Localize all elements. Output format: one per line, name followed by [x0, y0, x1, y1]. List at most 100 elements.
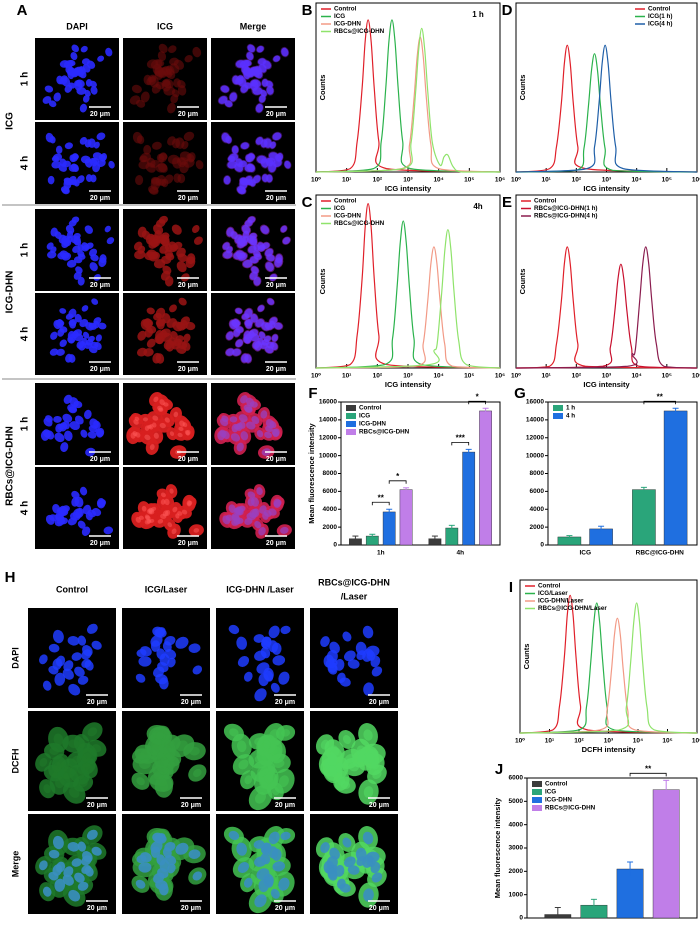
- cell: [278, 877, 290, 891]
- histogram-curve: [315, 246, 501, 369]
- x-tick-label: 10³: [403, 373, 413, 380]
- scale-bar-label: 20 μm: [178, 540, 198, 547]
- significance-bracket: [451, 441, 470, 446]
- row-label: 4 h: [20, 327, 31, 341]
- cell: [74, 666, 85, 677]
- cell: [131, 84, 142, 94]
- cell: [74, 80, 82, 87]
- cell: [259, 331, 266, 339]
- histogram-curve: [315, 27, 500, 173]
- legend-label: Control: [534, 198, 557, 205]
- significance-label: *: [476, 392, 480, 401]
- cell: [141, 505, 147, 512]
- micrograph: 20 μm: [123, 209, 207, 291]
- cell: [52, 761, 62, 773]
- cell: [52, 629, 64, 644]
- micrograph: 20 μm: [310, 711, 398, 811]
- micrograph: 20 μm: [123, 293, 207, 375]
- micrograph: 20 μm: [310, 608, 398, 708]
- legend-label: RBCs@ICG-DHN(1 h): [534, 205, 598, 212]
- cell: [91, 640, 102, 650]
- cell: [50, 331, 58, 340]
- cell: [249, 271, 258, 280]
- cell: [280, 526, 289, 534]
- cell: [243, 877, 253, 888]
- cell: [362, 831, 374, 845]
- legend-swatch: [532, 805, 542, 811]
- column-header: RBCs@ICG-DHN: [318, 577, 390, 587]
- cell: [179, 420, 185, 427]
- cell: [157, 518, 164, 524]
- cell: [95, 334, 102, 342]
- legend-swatch: [532, 789, 542, 795]
- cell: [157, 765, 168, 775]
- panel-label: D: [502, 2, 513, 19]
- cell: [53, 733, 64, 746]
- cell: [53, 320, 61, 330]
- scale-bar-label: 20 μm: [87, 699, 107, 706]
- scale-bar-label: 20 μm: [266, 366, 286, 373]
- cell: [39, 860, 48, 871]
- cell: [74, 872, 85, 883]
- cell: [68, 354, 76, 363]
- legend-label: ICG: [334, 13, 345, 20]
- cell: [371, 666, 383, 677]
- cell: [79, 318, 89, 328]
- cell: [98, 322, 107, 330]
- cell: [177, 173, 186, 184]
- cell: [155, 353, 165, 364]
- y-tick-label: 1000: [509, 891, 524, 898]
- cell: [251, 416, 260, 425]
- cell: [43, 784, 52, 794]
- cell: [136, 777, 145, 786]
- cell: [192, 225, 200, 233]
- y-tick-label: 0: [519, 915, 523, 922]
- cell: [348, 762, 359, 772]
- significance-bracket: [468, 400, 486, 405]
- cell: [363, 682, 374, 696]
- legend-label: ICG-DHN/Laser: [538, 598, 584, 605]
- cell: [268, 831, 280, 845]
- cell: [247, 216, 256, 224]
- cell: [82, 748, 93, 759]
- cell: [342, 631, 352, 642]
- y-axis-label: Mean fluorescence intensity: [493, 797, 502, 898]
- significance-label: ***: [456, 433, 466, 442]
- cell: [246, 421, 256, 430]
- cell: [175, 636, 189, 649]
- y-tick-label: 2000: [323, 524, 338, 531]
- x-tick-label: 10³: [403, 177, 413, 184]
- cell: [63, 660, 74, 672]
- cell: [237, 656, 250, 667]
- micrograph: 20 μm: [216, 711, 304, 811]
- cell: [146, 325, 157, 334]
- cell: [356, 856, 367, 867]
- group-label: ICG: [5, 112, 16, 130]
- scale-bar-label: 20 μm: [181, 802, 201, 809]
- plot-frame: [515, 194, 698, 369]
- cell: [244, 354, 252, 363]
- scale-bar-label: 20 μm: [178, 195, 198, 202]
- cell: [271, 334, 278, 342]
- y-tick-label: 4000: [323, 506, 338, 513]
- y-tick-label: 12000: [526, 434, 544, 441]
- cell: [68, 787, 80, 798]
- significance-label: **: [645, 764, 652, 773]
- legend-label: RBCs@ICG-DHN: [359, 429, 410, 436]
- y-tick-label: 6000: [530, 488, 545, 495]
- cell: [271, 786, 280, 796]
- cell: [85, 763, 94, 774]
- cell: [281, 47, 289, 57]
- cell: [73, 271, 82, 280]
- histogram-curve: [315, 228, 501, 369]
- x-tick-label: 10⁰: [511, 373, 521, 380]
- cell: [176, 740, 188, 752]
- histogram-curve: [515, 53, 698, 173]
- micrograph: 20 μm: [211, 209, 295, 291]
- scale-bar-label: 20 μm: [266, 456, 286, 463]
- y-tick-label: 16000: [319, 399, 337, 406]
- cell: [235, 339, 243, 348]
- cell: [146, 338, 156, 348]
- cell: [239, 179, 248, 190]
- cell: [151, 743, 160, 755]
